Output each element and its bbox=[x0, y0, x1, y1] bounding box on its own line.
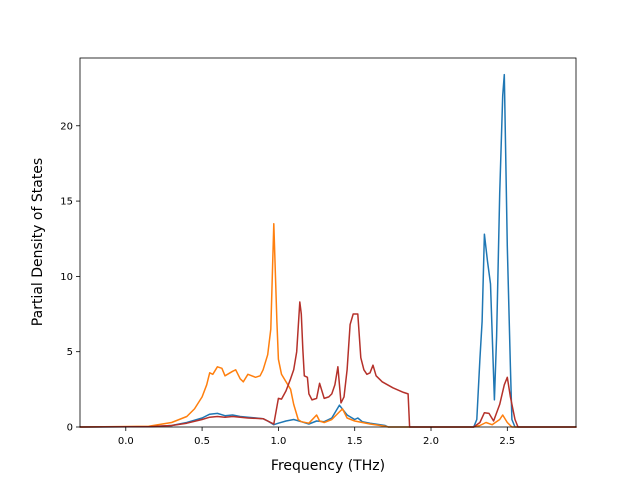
x-tick-label: 1.5 bbox=[347, 436, 363, 447]
y-tick-label: 20 bbox=[60, 121, 73, 132]
x-tick-label: 1.0 bbox=[270, 436, 286, 447]
series-line-3 bbox=[79, 301, 577, 428]
x-tick-label: 0.0 bbox=[118, 436, 134, 447]
y-axis-label: Partial Density of States bbox=[30, 158, 46, 326]
x-tick-label: 0.5 bbox=[194, 436, 210, 447]
x-tick-label: 2.0 bbox=[423, 436, 439, 447]
y-axis: 0 5 10 15 20 bbox=[60, 121, 80, 434]
series-line-1 bbox=[79, 73, 577, 428]
plot-frame bbox=[79, 57, 577, 428]
y-tick-label: 5 bbox=[67, 347, 73, 358]
y-tick-label: 0 bbox=[67, 423, 73, 434]
y-tick-label: 15 bbox=[60, 197, 73, 208]
y-tick-label: 10 bbox=[60, 272, 73, 283]
series-layer bbox=[79, 73, 577, 428]
x-axis-label: Frequency (THz) bbox=[271, 458, 385, 474]
x-tick-label: 2.5 bbox=[499, 436, 515, 447]
x-axis: 0.0 0.5 1.0 1.5 2.0 2.5 bbox=[118, 427, 515, 447]
